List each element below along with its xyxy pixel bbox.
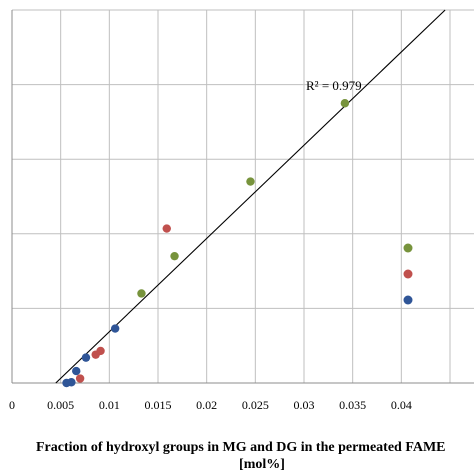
data-point (62, 378, 71, 388)
data-point (110, 324, 120, 333)
x-tick-label: 0.03 (294, 398, 315, 412)
x-tick-label: 0.035 (339, 398, 366, 412)
trendline (55, 9, 446, 384)
legend-marker (403, 269, 413, 279)
data-point (340, 99, 350, 108)
data-point (170, 251, 179, 261)
axes (11, 10, 474, 384)
legend-marker (403, 243, 413, 253)
data-point (137, 289, 146, 298)
x-tick-label: 0.04 (391, 398, 412, 412)
data-point (81, 353, 91, 362)
data-point (75, 374, 85, 383)
data-point (72, 366, 81, 376)
x-tick-label: 0.025 (242, 398, 269, 412)
x-tick-labels: 0 0.005 0.01 0.015 0.02 0.025 0.03 0.035 0.04 (9, 398, 412, 412)
x-tick-label: 0.01 (99, 398, 120, 412)
grid-lines (12, 9, 474, 384)
data-point (162, 224, 171, 233)
x-axis-label-line-2: [mol%] (239, 457, 285, 472)
legend (403, 243, 413, 305)
x-axis-label-line-1: Fraction of hydroxyl groups in MG and DG… (36, 440, 446, 455)
legend-marker (403, 295, 413, 305)
data-point (246, 177, 255, 186)
r-squared-label: R² = 0.979 (306, 78, 362, 93)
x-tick-label: 0 (9, 398, 15, 412)
trendline-group (55, 9, 446, 384)
x-tick-label: 0.005 (47, 398, 74, 412)
data-point (91, 350, 100, 359)
x-tick-label: 0.015 (145, 398, 172, 412)
x-tick-label: 0.02 (196, 398, 217, 412)
data-points (62, 99, 350, 388)
